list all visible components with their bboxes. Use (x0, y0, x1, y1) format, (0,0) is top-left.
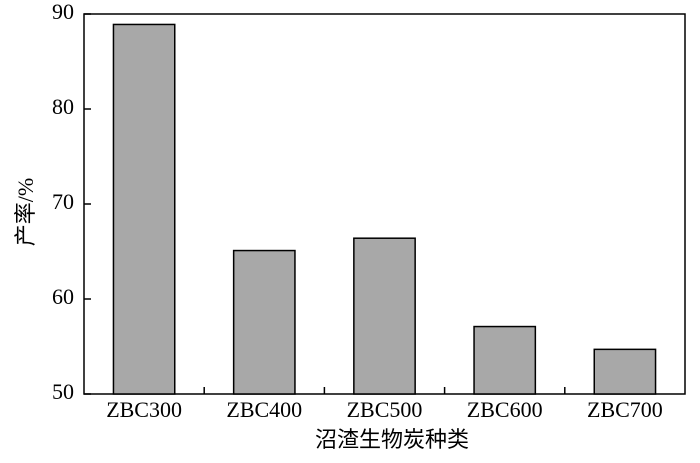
y-tick-label: 60 (52, 284, 74, 309)
x-tick-label: ZBC500 (347, 397, 423, 422)
x-tick-label: ZBC300 (106, 397, 182, 422)
bar (473, 325, 537, 395)
y-tick-label: 90 (52, 0, 74, 24)
bar (232, 249, 296, 395)
x-axis-label: 沼渣生物炭种类 (315, 427, 469, 452)
x-tick-label: ZBC600 (467, 397, 543, 422)
y-tick-label: 50 (52, 379, 74, 404)
bar (353, 237, 416, 395)
y-tick-label: 80 (52, 94, 74, 119)
y-tick-label: 70 (52, 189, 74, 214)
x-tick-label: ZBC700 (587, 397, 663, 422)
x-tick-label: ZBC400 (226, 397, 302, 422)
bar (112, 23, 176, 395)
y-axis-label: 产率/% (13, 178, 38, 246)
bar (593, 348, 657, 395)
